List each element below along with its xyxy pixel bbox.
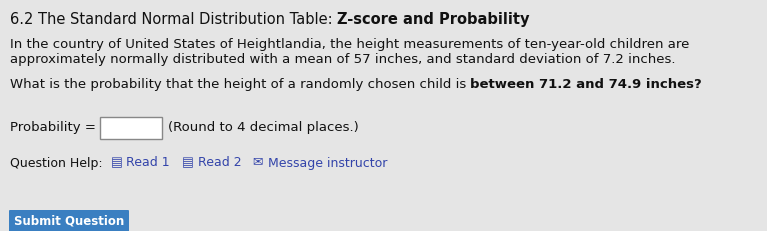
Text: between 71.2 and 74.9 inches?: between 71.2 and 74.9 inches? bbox=[470, 78, 703, 91]
Text: 6.2 The Standard Normal Distribution Table:: 6.2 The Standard Normal Distribution Tab… bbox=[10, 12, 337, 27]
Text: Message instructor: Message instructor bbox=[268, 156, 387, 170]
Text: What is the probability that the height of a randomly chosen child is: What is the probability that the height … bbox=[10, 78, 470, 91]
Text: In the country of United States of Heightlandia, the height measurements of ten-: In the country of United States of Heigh… bbox=[10, 38, 690, 51]
Text: Probability =: Probability = bbox=[10, 122, 100, 134]
Text: Submit Question: Submit Question bbox=[14, 215, 124, 228]
Text: Z-score and Probability: Z-score and Probability bbox=[337, 12, 530, 27]
Text: Read 2: Read 2 bbox=[198, 156, 253, 170]
FancyBboxPatch shape bbox=[9, 210, 129, 231]
Text: Read 1: Read 1 bbox=[127, 156, 182, 170]
Text: ▤: ▤ bbox=[182, 156, 198, 170]
FancyBboxPatch shape bbox=[100, 117, 162, 139]
Text: ▤: ▤ bbox=[110, 156, 127, 170]
Text: approximately normally distributed with a mean of 57 inches, and standard deviat: approximately normally distributed with … bbox=[10, 53, 676, 66]
Text: ✉: ✉ bbox=[253, 156, 268, 170]
Text: (Round to 4 decimal places.): (Round to 4 decimal places.) bbox=[168, 122, 359, 134]
Text: Question Help:: Question Help: bbox=[10, 156, 110, 170]
